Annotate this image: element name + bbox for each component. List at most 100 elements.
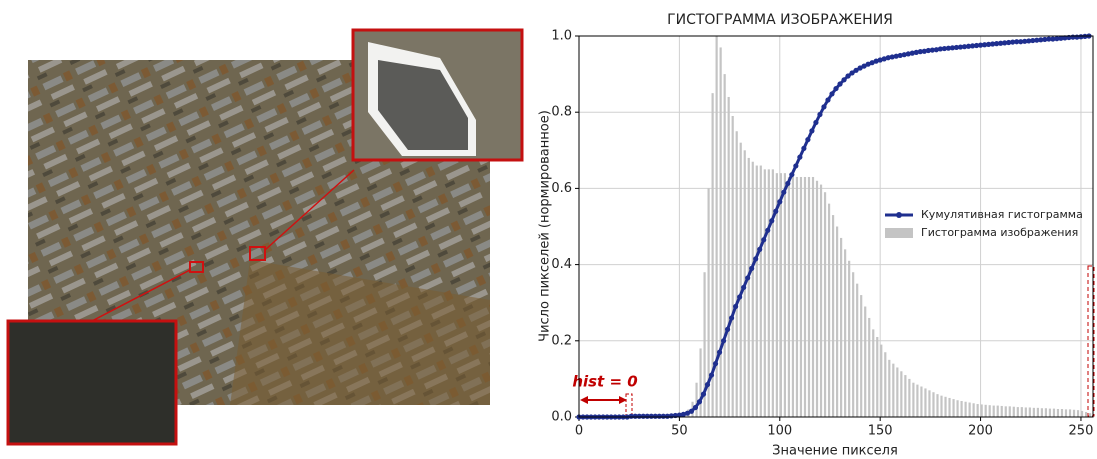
histogram-bar — [1008, 406, 1011, 417]
histogram-bar — [707, 188, 710, 417]
histogram-bar — [940, 395, 943, 417]
histogram-bar — [932, 392, 935, 417]
cumulative-marker — [889, 54, 895, 60]
histogram-bar — [1020, 407, 1023, 417]
cumulative-marker — [873, 58, 879, 64]
cumulative-marker — [977, 42, 984, 48]
histogram-bar — [988, 405, 991, 417]
legend-label: Гистограмма изображения — [921, 226, 1078, 239]
legend: Кумулятивная гистограмма Гистограмма изоб… — [885, 208, 1083, 239]
histogram-bar — [992, 405, 995, 417]
cumulative-marker — [1078, 34, 1084, 40]
histogram-bar — [892, 363, 895, 417]
cumulative-marker — [909, 50, 915, 56]
cumulative-marker — [737, 294, 743, 300]
cumulative-marker — [1038, 37, 1044, 43]
histogram-bar — [1056, 408, 1060, 417]
histogram-bar — [980, 404, 983, 417]
cumulative-marker — [861, 63, 867, 69]
cumulative-marker — [829, 91, 835, 97]
histogram-bar — [924, 388, 927, 417]
cumulative-marker — [998, 40, 1004, 46]
cumulative-marker — [733, 303, 739, 310]
highlight-box — [625, 393, 633, 418]
cumulative-marker — [949, 45, 956, 51]
inset-shadow — [6, 319, 178, 446]
cumulative-marker — [841, 77, 847, 83]
highlight-box — [1087, 265, 1095, 417]
cumulative-marker — [994, 41, 1000, 47]
cumulative-marker — [704, 382, 711, 388]
cumulative-marker — [941, 45, 948, 52]
histogram-bar — [1036, 407, 1039, 417]
histogram-bar — [848, 260, 851, 417]
histogram-bar — [888, 359, 891, 417]
cumulative-marker — [728, 315, 735, 321]
cumulative-marker — [1006, 39, 1012, 46]
cumulative-marker — [781, 189, 787, 195]
cumulative-marker — [716, 349, 723, 355]
aerial-photo — [6, 28, 524, 446]
cumulative-marker — [724, 326, 731, 332]
cumulative-marker — [793, 163, 799, 169]
histogram-bar — [836, 226, 839, 417]
histogram-bar — [944, 396, 947, 417]
cumulative-marker — [1022, 38, 1028, 44]
histogram-bar — [864, 306, 867, 417]
zoom-marker — [189, 261, 204, 273]
cumulative-marker — [833, 85, 839, 92]
histogram-bar — [795, 176, 799, 417]
histogram-bar — [699, 348, 702, 417]
y-tick-label: 0.2 — [551, 333, 572, 348]
annotations: hist = 0 — [572, 265, 1095, 418]
histogram-bar — [823, 192, 827, 417]
cumulative-marker — [817, 111, 823, 118]
cumulative-marker — [769, 218, 775, 224]
histogram-bar — [783, 173, 786, 417]
cumulative-marker — [652, 413, 658, 419]
histogram-bar — [1028, 407, 1031, 417]
cumulative-marker — [757, 246, 763, 252]
zoom-marker — [249, 246, 266, 261]
cumulative-marker — [789, 172, 795, 178]
histogram-bar — [819, 184, 823, 417]
cumulative-marker — [877, 57, 883, 63]
histogram-bar — [1072, 409, 1076, 417]
histogram-bar — [1040, 408, 1043, 417]
cumulative-marker — [801, 145, 807, 151]
histogram-bar — [1044, 408, 1048, 417]
cumulative-marker — [805, 137, 811, 143]
cumulative-marker — [921, 48, 927, 54]
cumulative-marker — [785, 180, 791, 187]
histogram-bar — [1052, 408, 1056, 417]
histogram-bar — [767, 169, 770, 417]
cumulative-marker — [869, 60, 875, 66]
histogram-bar — [912, 382, 915, 417]
cumulative-marker — [1046, 36, 1052, 42]
histogram-bar — [1060, 408, 1064, 417]
cumulative-marker — [1030, 37, 1036, 44]
cumulative-marker — [865, 61, 871, 67]
annotation: hist = 0 — [572, 373, 637, 391]
histogram-bar — [852, 272, 855, 417]
cumulative-marker — [712, 361, 719, 367]
histogram-bar — [735, 131, 738, 417]
histogram-bar — [868, 317, 871, 417]
cumulative-marker — [849, 70, 855, 76]
roof — [378, 60, 468, 150]
cumulative-marker — [857, 65, 863, 71]
histogram-bar — [984, 404, 987, 417]
histogram-bar — [884, 352, 887, 417]
x-tick-label: 250 — [1069, 424, 1094, 439]
histogram-bar — [751, 161, 754, 417]
cumulative-marker — [1026, 38, 1032, 44]
cumulative-marker — [676, 412, 682, 418]
histogram-bar — [1048, 408, 1052, 417]
cumulative-marker — [753, 256, 759, 262]
histogram-bar — [1024, 407, 1027, 417]
histogram-bar — [956, 400, 959, 417]
y-tick-label: 1.0 — [551, 29, 572, 44]
histogram-bar — [775, 173, 778, 417]
